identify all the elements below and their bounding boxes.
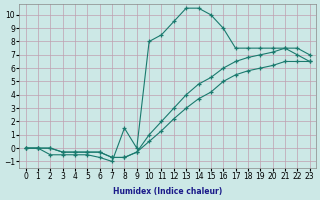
X-axis label: Humidex (Indice chaleur): Humidex (Indice chaleur) — [113, 187, 222, 196]
